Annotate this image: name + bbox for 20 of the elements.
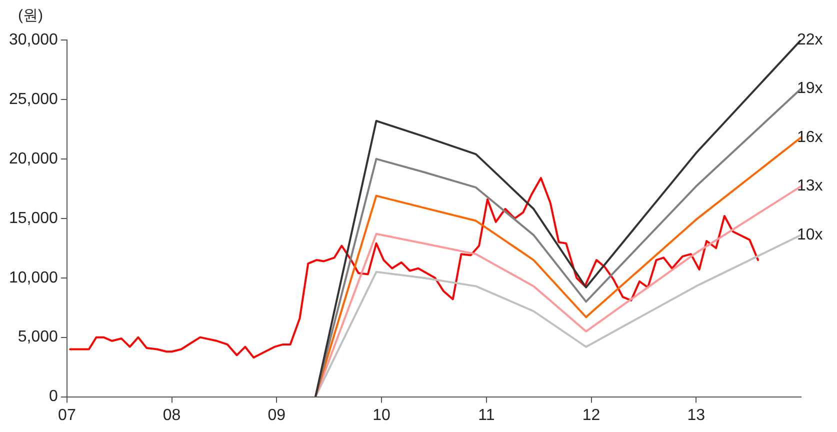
- series-label: 16x: [797, 128, 823, 146]
- y-tick-label: 5,000: [18, 328, 58, 346]
- series-label: 10x: [797, 226, 823, 244]
- series-label: 19x: [797, 80, 823, 98]
- x-tick-label: 10: [372, 406, 391, 424]
- x-tick-label: 13: [687, 406, 706, 424]
- y-tick-label: 10,000: [9, 269, 58, 286]
- x-tick-label: 12: [582, 406, 600, 424]
- x-tick-label: 07: [58, 406, 76, 424]
- x-tick-label: 08: [162, 406, 181, 424]
- series-label: 13x: [797, 178, 823, 195]
- y-tick-label: 30,000: [9, 31, 58, 48]
- y-axis-title: (원): [18, 7, 43, 24]
- y-tick-label: 25,000: [9, 90, 58, 108]
- x-tick-label: 11: [478, 406, 495, 424]
- y-tick-label: 15,000: [9, 210, 58, 227]
- series-label: 22x: [797, 31, 823, 48]
- x-tick-label: 09: [268, 406, 286, 424]
- y-tick-label: 20,000: [9, 150, 58, 168]
- y-tick-label: 0: [49, 388, 58, 406]
